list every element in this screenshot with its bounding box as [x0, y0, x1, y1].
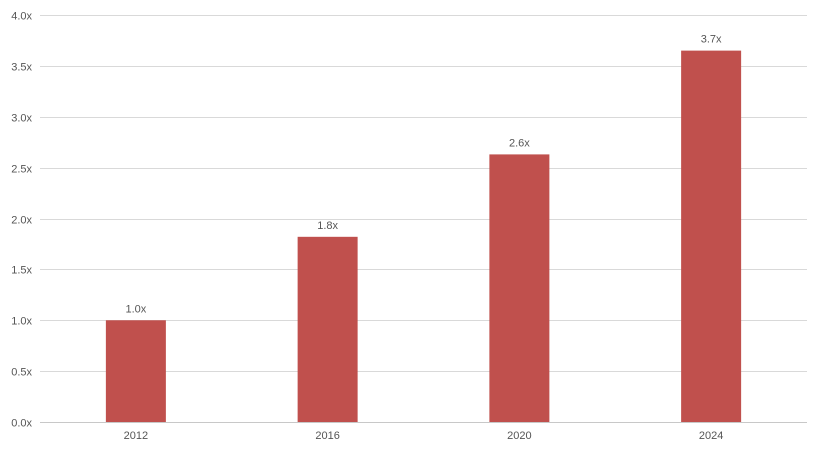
y-tick-label: 1.5x	[11, 265, 32, 277]
bar-2012	[105, 320, 166, 422]
y-tick-label: 0.5x	[11, 367, 32, 379]
y-tick-label: 4.0x	[11, 11, 32, 23]
x-tick-label-2016: 2016	[315, 430, 339, 442]
x-tick-label-2012: 2012	[124, 430, 148, 442]
bars	[105, 50, 742, 423]
gridlines	[40, 15, 807, 372]
y-tick-label: 3.5x	[11, 62, 32, 74]
data-label-2016: 1.8x	[317, 220, 338, 232]
bar-2024	[681, 50, 742, 423]
y-tick-label: 0.0x	[11, 418, 32, 430]
x-tick-label-2020: 2020	[507, 430, 531, 442]
data-label-2012: 1.0x	[125, 303, 146, 315]
y-tick-label: 3.0x	[11, 113, 32, 125]
data-label-2020: 2.6x	[509, 137, 530, 149]
data-labels: 1.0x 1.8x 2.6x 3.7x	[125, 34, 722, 316]
bar-2016	[297, 236, 358, 422]
y-tick-label: 1.0x	[11, 316, 32, 328]
x-tick-label-2024: 2024	[699, 430, 723, 442]
data-label-2024: 3.7x	[701, 34, 722, 46]
bar-2020	[489, 154, 550, 422]
y-tick-label: 2.5x	[11, 164, 32, 176]
y-axis-tick-labels: 0.0x 0.5x 1.0x 1.5x 2.0x 2.5x 3.0x 3.5x 4.0x	[11, 11, 32, 430]
y-tick-label: 2.0x	[11, 215, 32, 227]
x-axis-tick-labels: 2012 2016 2020 2024	[124, 430, 724, 442]
